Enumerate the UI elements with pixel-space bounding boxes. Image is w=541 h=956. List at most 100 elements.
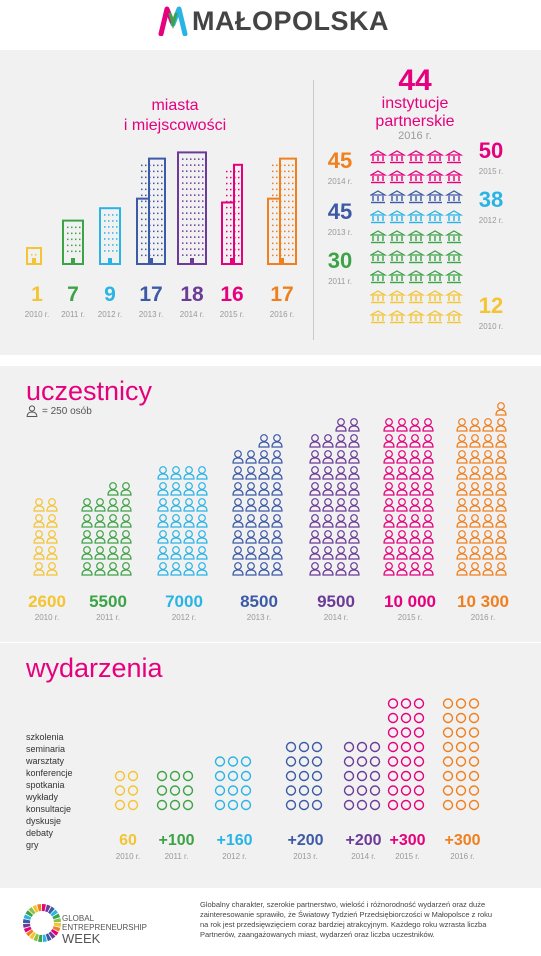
- city-count-5: 18: [180, 283, 204, 306]
- event-circle: [455, 727, 467, 738]
- event-circle: [356, 756, 368, 767]
- person-icon: [409, 514, 421, 528]
- person-icon: [258, 498, 270, 512]
- event-circle: [227, 785, 239, 796]
- institution-icon: [387, 230, 407, 244]
- events-year-3: 2012 r.: [222, 852, 247, 861]
- event-circle: [387, 698, 399, 709]
- person-icon: [456, 482, 468, 496]
- event-circle: [400, 727, 412, 738]
- event-circle: [356, 741, 368, 753]
- person-icon: [170, 514, 182, 528]
- event-circle: [413, 727, 425, 738]
- building-2: [62, 219, 84, 265]
- person-icon: [309, 514, 321, 528]
- event-circle: [413, 799, 425, 811]
- institution-icon: [370, 290, 388, 304]
- institutions-left-2: 45: [327, 199, 353, 224]
- institutions-label-line2: partnerskie: [375, 113, 455, 130]
- event-type-list: szkolenia seminaria warsztaty konferencje sp…: [26, 731, 73, 851]
- participants-count-2: 5500: [89, 592, 127, 611]
- person-icon: [409, 450, 421, 464]
- institution-icon: [370, 210, 388, 224]
- person-icon: [348, 466, 360, 480]
- institution-icon: [387, 190, 407, 204]
- event-circle: [442, 770, 454, 782]
- person-icon: [482, 450, 494, 464]
- city-count-3: 9: [104, 283, 116, 306]
- person-icon: [157, 482, 169, 496]
- city-year-1: 2010 r.: [24, 310, 50, 319]
- person-icon: [258, 546, 270, 560]
- person-icon: [258, 530, 270, 544]
- events-count-7: +300: [444, 832, 481, 849]
- person-icon: [456, 546, 468, 560]
- event-type-3: warsztaty: [26, 756, 65, 766]
- person-icon: [94, 562, 106, 576]
- city-year-5: 2014 r.: [179, 310, 205, 319]
- person-icon: [422, 482, 434, 496]
- event-circle: [468, 770, 480, 782]
- event-circle: [442, 785, 454, 796]
- cities-buildings: [26, 151, 297, 266]
- event-circle: [369, 741, 381, 753]
- person-icon: [482, 530, 494, 544]
- participants-year-5: 2014 r.: [323, 613, 349, 622]
- person-icon: [33, 514, 45, 528]
- person-icon: [335, 514, 347, 528]
- city-count-2: 7: [67, 283, 79, 306]
- person-icon: [335, 546, 347, 560]
- divider: [313, 80, 314, 340]
- person-icon: [309, 546, 321, 560]
- person-icon: [232, 530, 244, 544]
- event-circle: [387, 712, 399, 724]
- cities-title-line1: miasta: [151, 97, 199, 114]
- person-icon: [107, 498, 119, 512]
- person-icon: [383, 530, 395, 544]
- institution-icon: [370, 190, 388, 204]
- person-icon: [495, 466, 507, 480]
- person-icon: [396, 514, 408, 528]
- person-icon: [183, 530, 195, 544]
- person-icon: [422, 562, 434, 576]
- person-icon: [245, 498, 257, 512]
- city-year-2: 2011 r.: [61, 310, 85, 319]
- person-icon: [396, 418, 408, 432]
- institutions-right-year-1: 2015 r.: [478, 167, 504, 176]
- event-circle: [413, 741, 425, 753]
- institutions-right-year-3: 2010 r.: [478, 322, 504, 331]
- person-icon: [81, 514, 93, 528]
- institution-icon: [444, 210, 464, 224]
- person-icon: [271, 546, 283, 560]
- person-icon: [322, 546, 334, 560]
- events-year-1: 2010 r.: [115, 852, 141, 861]
- person-icon: [46, 546, 58, 560]
- person-icon: [396, 562, 408, 576]
- person-icon: [495, 450, 507, 464]
- city-year-3: 2012 r.: [97, 310, 123, 319]
- person-icon: [120, 514, 132, 528]
- participants-count-1: 2600: [28, 592, 66, 611]
- institutions-left-year-2: 2013 r.: [327, 228, 353, 237]
- person-icon: [157, 530, 169, 544]
- header: MAŁOPOLSKA: [0, 0, 541, 48]
- person-icon: [322, 530, 334, 544]
- person-icon: [170, 466, 182, 480]
- person-icon: [309, 434, 321, 448]
- person-icon: [94, 546, 106, 560]
- event-circle: [298, 741, 310, 753]
- person-icon: [183, 466, 195, 480]
- event-circle: [369, 770, 381, 782]
- institution-icon: [425, 190, 445, 204]
- person-icon: [196, 514, 208, 528]
- event-circle: [387, 785, 399, 796]
- event-circle: [468, 741, 480, 753]
- person-icon: [309, 498, 321, 512]
- person-icon: [383, 482, 395, 496]
- institution-icon: [370, 270, 388, 284]
- person-icon: [456, 434, 468, 448]
- event-circle: [468, 799, 480, 811]
- person-icon: [271, 482, 283, 496]
- events-count-5: +200: [345, 832, 382, 849]
- person-icon: [469, 546, 481, 560]
